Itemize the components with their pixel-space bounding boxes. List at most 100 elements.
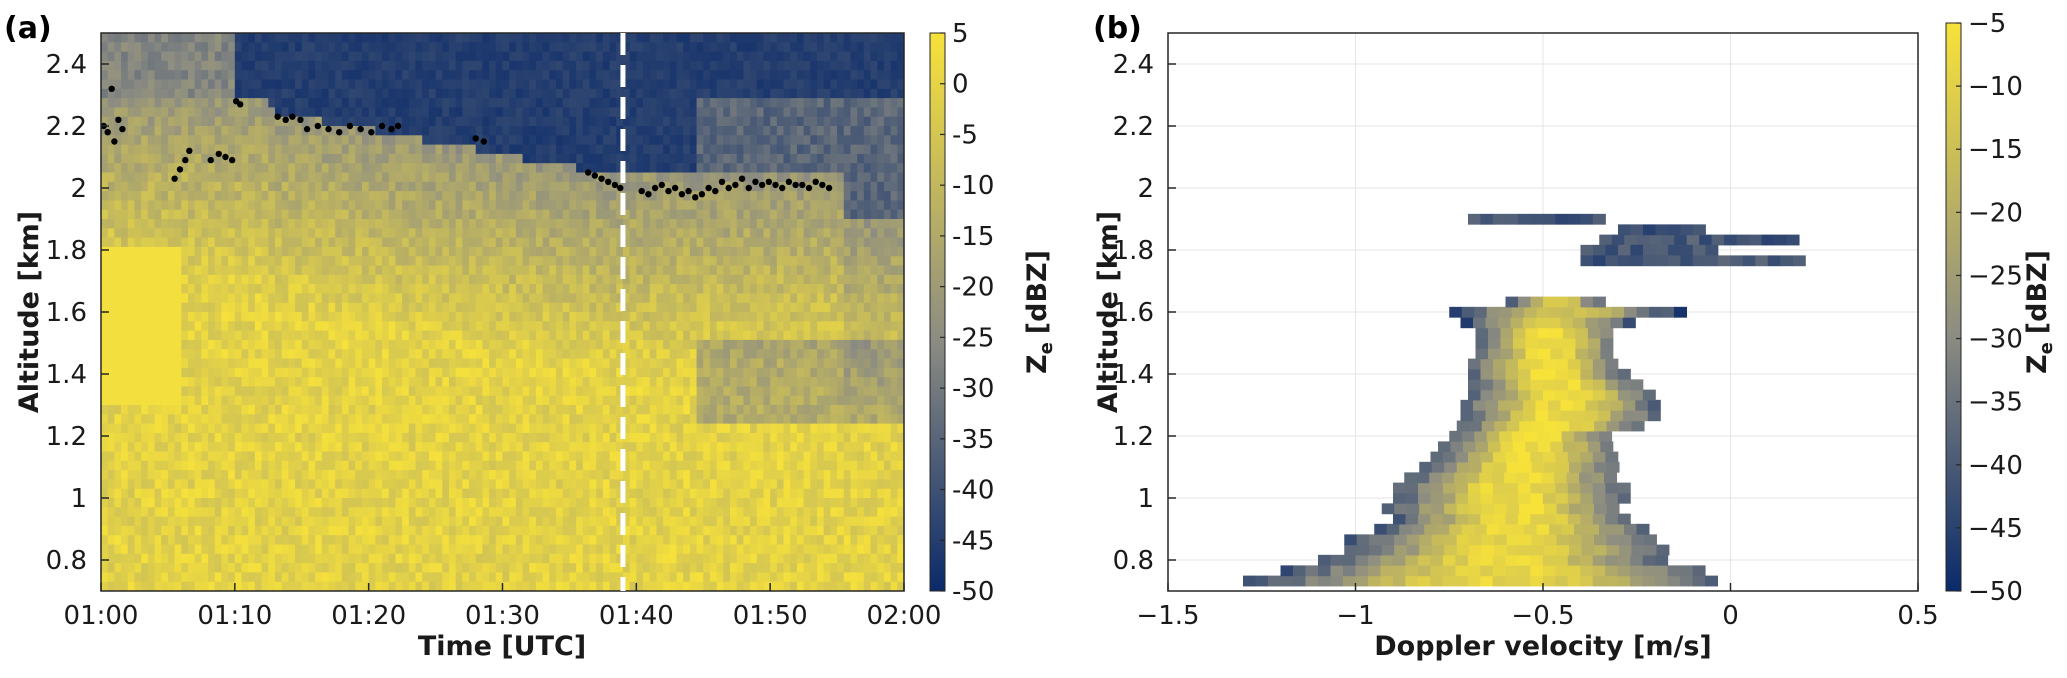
heatmap-cell	[328, 219, 336, 229]
heatmap-cell	[228, 535, 236, 546]
heatmap-cell	[268, 451, 276, 462]
heatmap-cell	[602, 219, 611, 229]
heatmap-cell	[576, 42, 584, 53]
heatmap-cell	[308, 451, 316, 462]
heatmap-cell	[228, 237, 236, 248]
heatmap-cell	[509, 442, 517, 453]
heatmap-cell	[502, 237, 510, 248]
heatmap-cell	[469, 153, 477, 164]
heatmap-cell	[321, 219, 330, 229]
heatmap-cell	[415, 200, 423, 211]
heatmap-cell	[101, 572, 109, 583]
heatmap-cell	[649, 405, 658, 415]
heatmap-cell	[187, 246, 196, 257]
heatmap-cell	[616, 423, 624, 434]
heatmap-cell	[254, 209, 263, 220]
heatmap-cell	[107, 572, 115, 583]
heatmap-cell	[435, 284, 443, 294]
heatmap-cell	[254, 572, 263, 583]
heatmap-cell	[509, 405, 517, 415]
heatmap-cell	[194, 581, 202, 591]
heatmap-cell	[569, 339, 577, 350]
heatmap-cell	[234, 367, 243, 378]
heatmap-cell	[455, 256, 463, 267]
heatmap-cell	[609, 367, 617, 378]
heatmap-cell	[622, 79, 631, 90]
heatmap-cell	[234, 535, 243, 546]
heatmap-cell	[214, 51, 223, 62]
heatmap-cell	[428, 302, 437, 313]
heatmap-cell	[442, 451, 450, 462]
heatmap-cell	[408, 516, 417, 527]
heatmap-cell	[154, 265, 162, 276]
heatmap-cell	[281, 553, 289, 564]
heatmap-cell	[395, 395, 403, 406]
heatmap-cell	[435, 432, 443, 443]
heatmap-cell	[187, 553, 196, 564]
heatmap-cell	[167, 563, 176, 573]
heatmap-cell	[582, 51, 591, 62]
heatmap-cell	[616, 163, 624, 174]
heatmap-cell	[201, 572, 209, 583]
heatmap-cell	[141, 442, 149, 453]
heatmap-cell	[241, 144, 249, 155]
heatmap-cell	[348, 228, 356, 239]
heatmap-cell	[288, 572, 296, 583]
heatmap-cell	[341, 126, 350, 136]
heatmap-cell	[529, 98, 537, 108]
heatmap-cell	[295, 79, 303, 90]
heatmap-cell	[234, 414, 243, 425]
heatmap-cell	[428, 553, 437, 564]
heatmap-cell	[489, 256, 497, 267]
heatmap-cell	[382, 302, 390, 313]
heatmap-cell	[107, 432, 115, 443]
heatmap-cell	[208, 284, 216, 294]
heatmap-cell	[462, 432, 470, 443]
heatmap-cell	[462, 265, 470, 276]
heatmap-cell	[636, 460, 644, 471]
heatmap-cell	[509, 423, 517, 434]
heatmap-cell	[134, 423, 142, 434]
heatmap-cell	[114, 581, 122, 591]
heatmap-cell	[602, 200, 611, 211]
heatmap-cell	[448, 358, 457, 369]
heatmap-cell	[602, 88, 611, 99]
heatmap-cell	[161, 265, 169, 276]
heatmap-cell	[254, 395, 263, 406]
heatmap-cell	[348, 70, 356, 81]
heatmap-cell	[616, 60, 624, 71]
heatmap-cell	[361, 98, 370, 108]
heatmap-cell	[234, 265, 243, 276]
heatmap-cell	[529, 330, 537, 341]
heatmap-cell	[355, 442, 363, 453]
heatmap-cell	[462, 33, 470, 43]
heatmap-cell	[415, 98, 423, 108]
heatmap-cell	[569, 498, 577, 508]
heatmap-cell	[154, 51, 162, 62]
heatmap-cell	[107, 98, 115, 108]
heatmap-cell	[348, 367, 356, 378]
heatmap-cell	[221, 460, 229, 471]
heatmap-cell	[609, 79, 617, 90]
heatmap-cell	[649, 358, 658, 369]
heatmap-cell	[576, 349, 584, 360]
heatmap-cell	[274, 544, 283, 555]
heatmap-cell	[388, 172, 397, 183]
heatmap-cell	[121, 144, 129, 155]
heatmap-cell	[214, 395, 223, 406]
heatmap-cell	[522, 209, 530, 220]
heatmap-cell	[335, 42, 343, 53]
heatmap-cell	[355, 88, 363, 99]
heatmap-cell	[442, 432, 450, 443]
heatmap-cell	[448, 274, 457, 285]
heatmap-cell	[335, 423, 343, 434]
heatmap-cell	[402, 116, 410, 127]
heatmap-cell	[522, 563, 530, 573]
heatmap-cell	[181, 507, 189, 518]
heatmap-cell	[368, 395, 376, 406]
heatmap-cell	[475, 553, 484, 564]
heatmap-cell	[428, 209, 437, 220]
heatmap-cell	[181, 460, 189, 471]
heatmap-cell	[261, 339, 269, 350]
heatmap-cell	[549, 479, 557, 490]
